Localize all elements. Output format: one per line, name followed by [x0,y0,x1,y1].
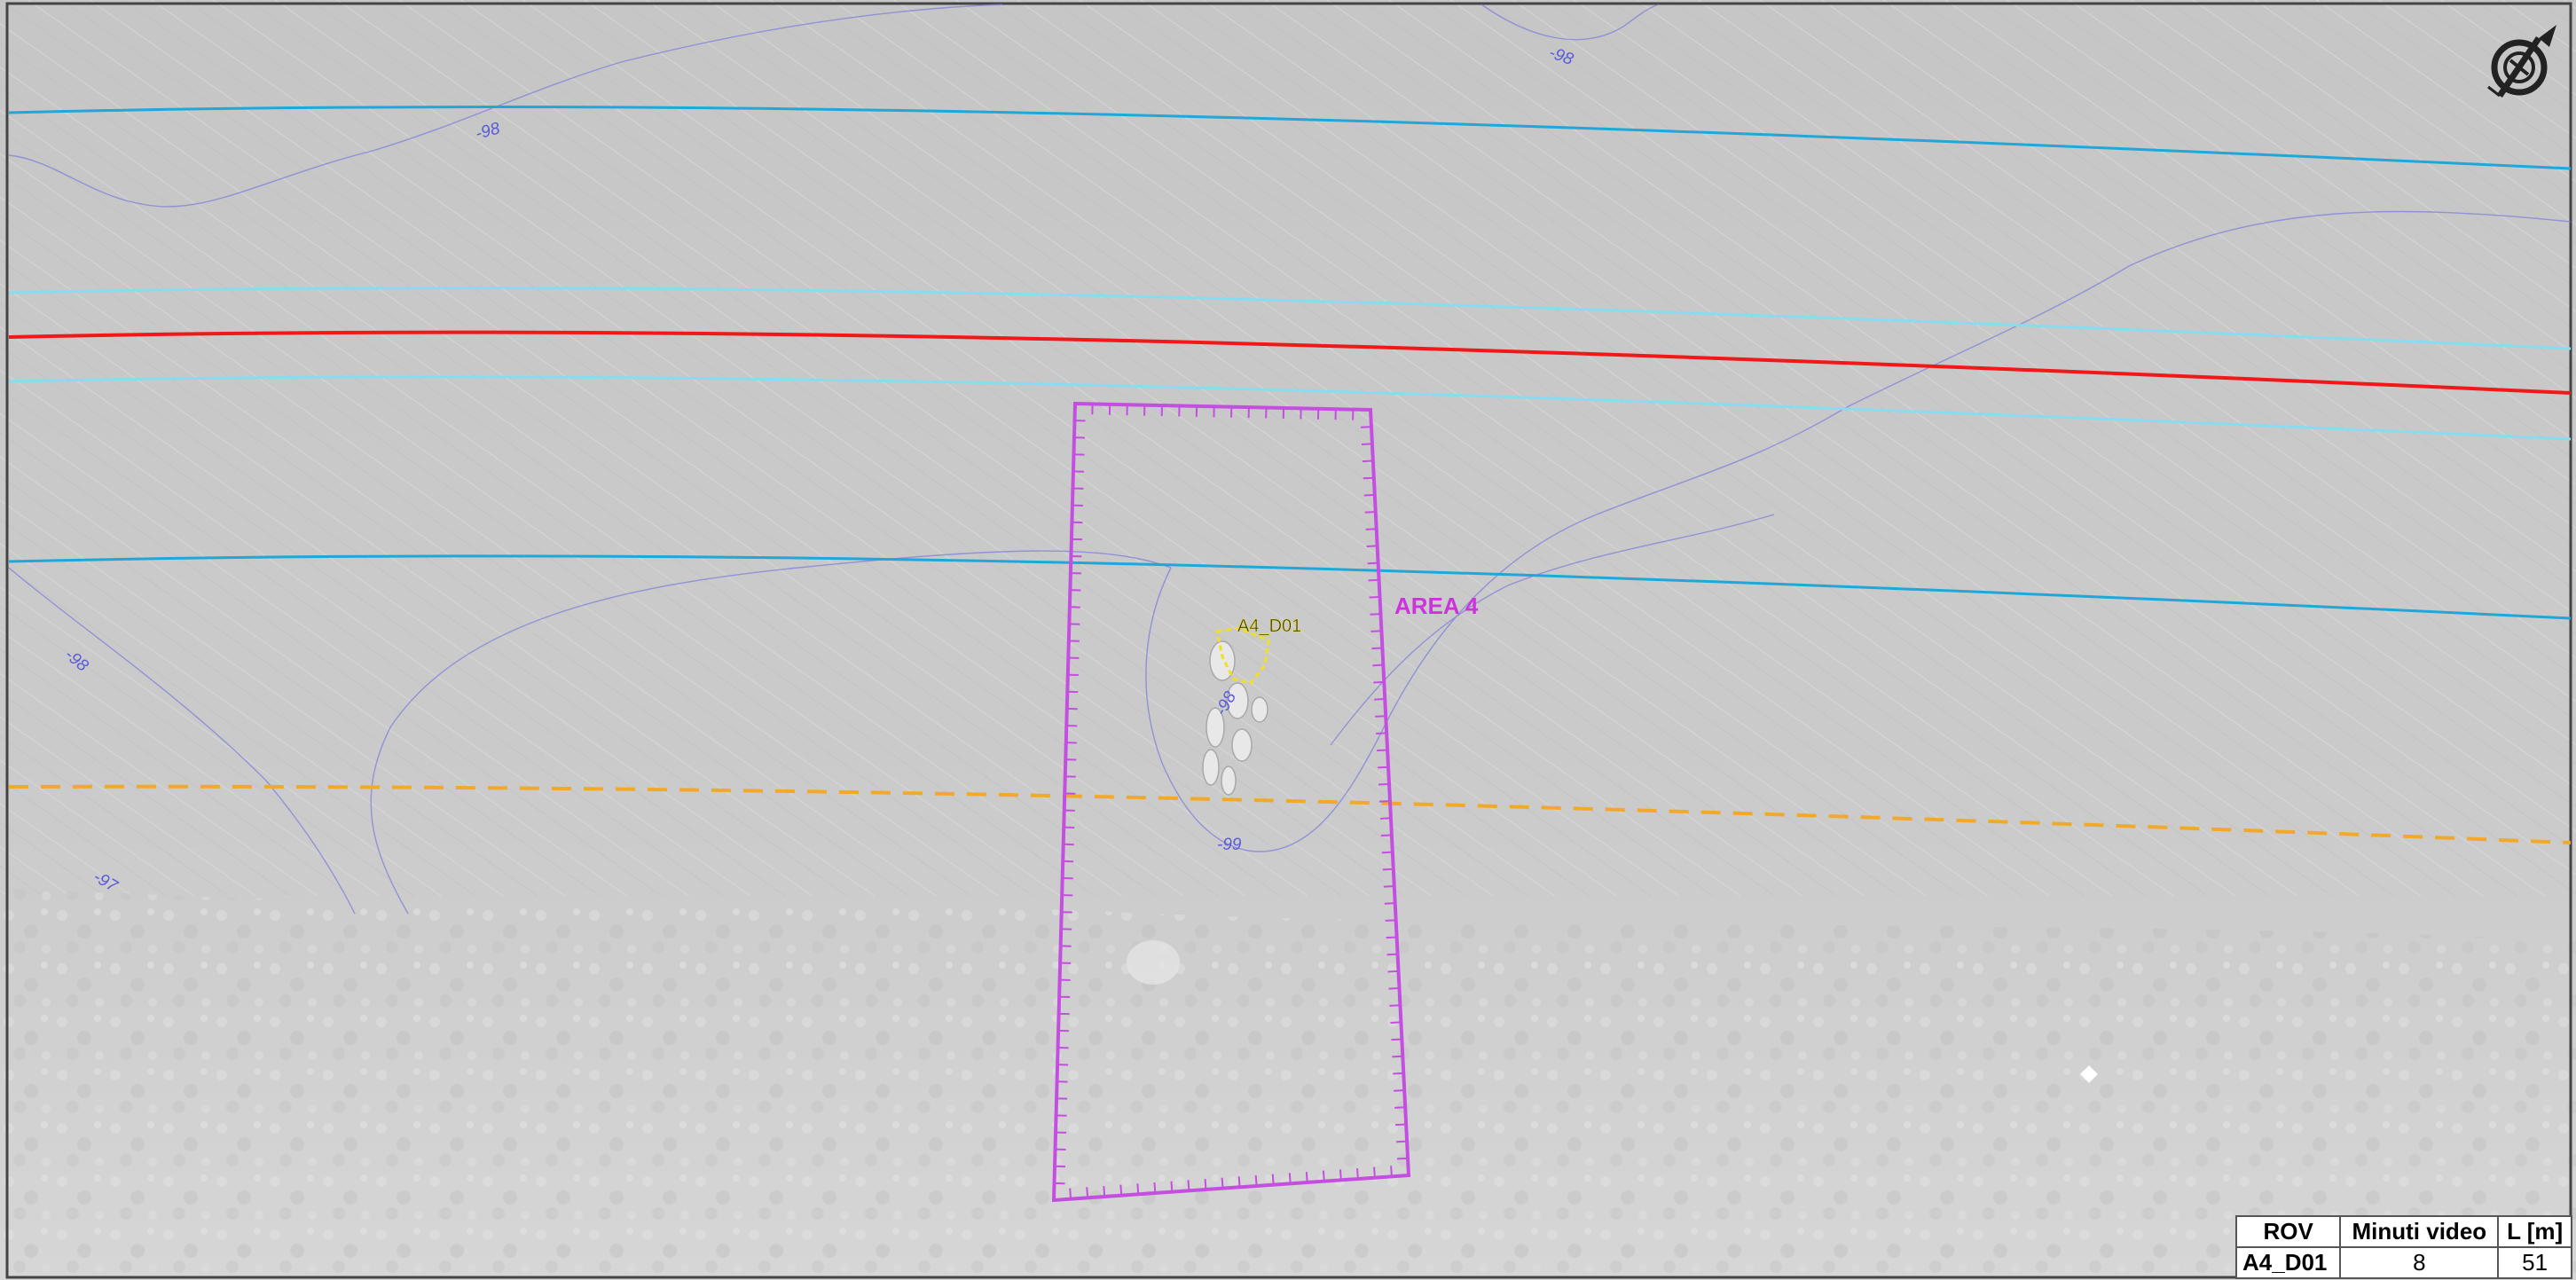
polygon-tick [1364,511,1376,514]
polygon-tick [1390,1021,1402,1024]
polygon-tick [1086,1187,1089,1198]
polygon-tick [1378,782,1390,786]
polygon-tick [1170,1181,1174,1192]
white-marker [2080,1065,2098,1083]
rough-seabed-zone [0,887,2576,1280]
contour-line [1480,4,1660,41]
polygon-tick [1375,715,1386,718]
contour-label: -99 [1217,836,1242,854]
cell-length: 51 [2497,1246,2572,1279]
contour-line [370,550,1172,915]
polygon-tick [1119,1184,1123,1196]
polygon-tick [1103,1185,1106,1198]
area-4-polygon-ticks [1054,404,1409,1199]
polygon-tick [1187,1180,1190,1191]
header-rov: ROV [2234,1215,2342,1248]
polygon-tick [1365,528,1377,530]
cell-video-minutes: 8 [2339,1246,2500,1279]
polygon-tick [1388,987,1400,990]
polygon-tick [1378,800,1391,803]
polygon-tick [1384,902,1395,905]
table-header-row: ROV Minuti video L [m] [2234,1215,2572,1248]
north-arrow-icon [2487,25,2556,98]
polygon-tick [1383,884,1394,888]
polygon-tick [1382,868,1394,871]
polygon-tick [1254,1174,1258,1187]
header-length: L [m] [2497,1215,2572,1248]
polygon-tick [1271,1174,1275,1185]
polygon-tick [1367,561,1378,565]
polygon-tick [1378,766,1389,769]
corridor-outer-line-south [8,554,2572,620]
cable-route-line [8,330,2572,395]
polygon-tick [1339,1169,1342,1181]
area-4-polygon[interactable] [1051,401,1411,1203]
polygon-tick [1392,1055,1403,1058]
polygon-tick [1305,1171,1308,1183]
dashed-boundary-line [8,784,2572,844]
polygon-tick [1386,953,1398,956]
polygon-tick [1069,1188,1072,1199]
target-outline[interactable] [1215,626,1270,685]
rov-summary-table: ROV Minuti video L [m] A4_D01 8 51 [2234,1215,2572,1279]
polygon-tick [1395,1123,1407,1127]
polygon-tick [1387,970,1399,973]
target-label: A4_D01 [1237,616,1301,636]
contour-line [1145,210,2572,852]
polygon-tick [1373,680,1385,684]
polygon-tick [1394,1089,1405,1092]
polygon-tick [1362,459,1373,463]
polygon-tick [1381,851,1393,854]
polygon-tick [1368,578,1379,582]
polygon-tick [1322,1170,1325,1182]
corridor-inner-line-north [8,287,2572,350]
polygon-tick [1221,1177,1224,1189]
seabed-mound [1127,940,1180,985]
polygon-tick [1370,613,1381,616]
corridor-outer-line-north [8,106,2572,170]
polygon-tick [1363,493,1375,497]
polygon-tick [1390,1166,1393,1177]
polygon-tick [1374,698,1386,701]
polygon-tick [1356,1167,1359,1180]
table-row: A4_D01 8 51 [2234,1246,2572,1279]
polygon-tick [1394,1106,1406,1109]
polygon-tick [1389,1004,1401,1007]
polygon-tick [1397,1157,1409,1160]
polygon-tick [1363,476,1374,480]
polygon-tick [1385,919,1396,922]
polygon-tick [1237,1176,1241,1188]
polygon-tick [1380,834,1392,837]
polygon-tick [1393,1072,1404,1075]
polygon-tick [1372,664,1384,667]
seabed-striations [0,0,2576,896]
polygon-tick [1377,749,1388,752]
polygon-tick [1379,817,1391,820]
cell-rov-id: A4_D01 [2234,1246,2342,1279]
polygon-tick [1360,426,1372,428]
polygon-tick [1396,1140,1408,1143]
corridor-inner-line-south [8,375,2572,441]
polygon-tick [1373,1166,1376,1178]
polygon-tick [1288,1173,1292,1184]
contour-line [8,567,356,915]
polygon-tick [1370,630,1382,632]
polygon-tick [1136,1183,1140,1195]
contour-lines [8,4,2572,915]
header-video-minutes: Minuti video [2339,1215,2500,1248]
polygon-tick [1376,732,1387,734]
contour-line [8,4,1003,208]
area-label: AREA 4 [1394,593,1479,619]
map-border [5,2,2572,1279]
polygon-tick [1153,1182,1157,1194]
polygon-tick [1369,595,1380,599]
